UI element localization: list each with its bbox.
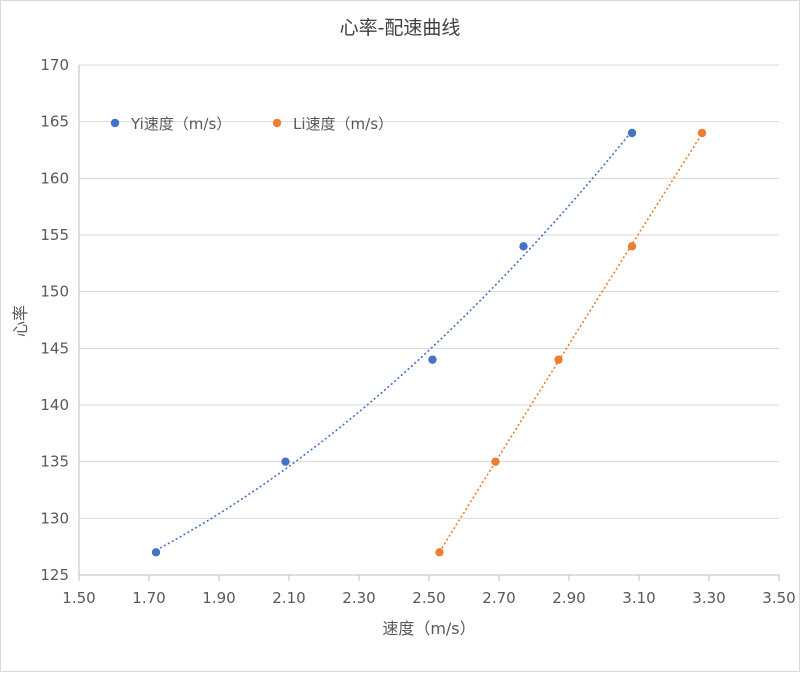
data-point-series-1 [627,128,637,138]
legend-marker-1 [110,118,120,128]
trendline-series-2 [438,133,703,553]
legend-label-2: Li速度（m/s） [293,115,393,133]
y-tick-label: 140 [40,396,69,414]
y-tick-label: 165 [40,113,69,131]
legend-marker-2 [272,118,282,128]
x-tick-label: 1.90 [202,589,235,607]
x-axis-title: 速度（m/s） [382,619,475,638]
axes [78,65,780,581]
x-tick-label: 1.50 [62,589,95,607]
y-tick-labels: 125 130 135 140 145 150 155 160 165 170 [40,56,69,584]
legend-label-1: Yi速度（m/s） [130,115,231,133]
data-point-series-2 [491,457,500,466]
x-tick-label: 3.50 [762,589,795,607]
x-tick-label: 3.30 [692,589,725,607]
legend: Yi速度（m/s） Li速度（m/s） [110,115,393,133]
x-tick-label: 1.70 [132,589,165,607]
data-point-series-1 [428,355,437,364]
data-point-series-2 [697,128,707,138]
y-tick-label: 145 [40,339,69,357]
chart-title: 心率-配速曲线 [340,17,461,39]
data-point-series-1 [281,457,290,466]
x-tick-label: 2.50 [412,589,445,607]
y-tick-label: 170 [40,56,69,74]
data-points [151,128,707,557]
x-tick-label: 2.30 [342,589,375,607]
y-axis-title: 心率 [11,305,30,337]
data-point-series-2 [554,355,563,364]
x-tick-labels: 1.50 1.70 1.90 2.10 2.30 2.50 2.70 2.90 3.10 3.30… [62,589,795,607]
trendlines [155,130,703,553]
trendline-series-1 [155,130,633,551]
x-tick-label: 3.10 [622,589,655,607]
data-point-series-1 [519,242,528,251]
y-tick-label: 160 [40,169,69,187]
y-tick-label: 150 [40,283,69,301]
x-tick-label: 2.70 [482,589,515,607]
x-tick-label: 2.90 [552,589,585,607]
grid-lines [79,64,779,576]
data-point-series-2 [627,242,637,251]
y-tick-label: 135 [40,453,69,471]
y-tick-label: 130 [40,509,69,527]
y-tick-label: 155 [40,226,69,244]
y-tick-label: 125 [40,566,69,584]
data-point-series-2 [435,548,444,557]
data-point-series-1 [151,548,161,557]
x-tick-label: 2.10 [272,589,305,607]
